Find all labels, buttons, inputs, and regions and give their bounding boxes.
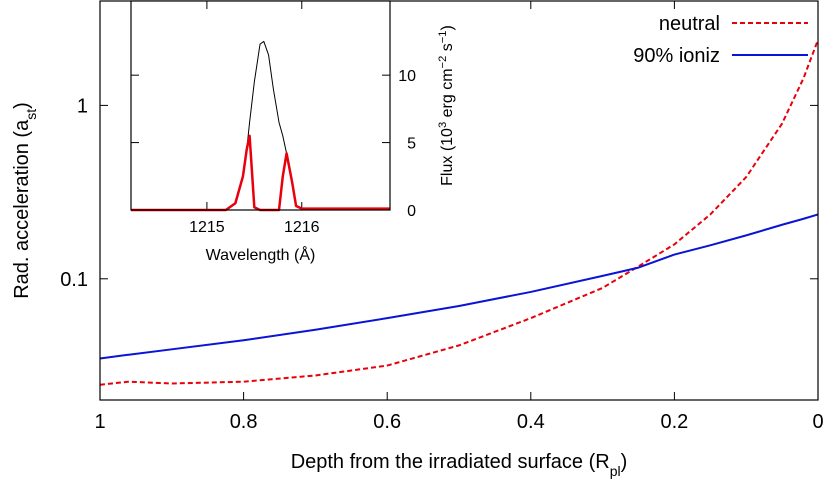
axis-label: Rad. acceleration (ast) bbox=[11, 102, 39, 299]
plot-frame bbox=[99, 0, 819, 401]
label-part: ) bbox=[11, 102, 33, 109]
y-tick-label: 0.1 bbox=[60, 269, 88, 291]
x-tick-label: 0.2 bbox=[660, 411, 688, 433]
data-line bbox=[99, 213, 819, 360]
y-tick-label: 10 bbox=[398, 68, 416, 85]
axis-label: Wavelength (Å) bbox=[206, 245, 316, 264]
axis-label: Depth from the irradiated surface (Rpl) bbox=[291, 451, 628, 479]
label-part: Wavelength (Å) bbox=[206, 245, 316, 264]
label-part: pl bbox=[610, 463, 621, 479]
label-part: ) bbox=[621, 451, 628, 473]
x-tick-label: 0.4 bbox=[517, 411, 545, 433]
plot-frame bbox=[130, 0, 391, 211]
x-tick-label: 0 bbox=[812, 411, 823, 433]
y-tick-label: 0 bbox=[407, 203, 416, 220]
x-tick-label: 1 bbox=[94, 411, 105, 433]
legend-label: neutral bbox=[659, 13, 720, 35]
x-tick-label: 1215 bbox=[189, 219, 225, 236]
data-line bbox=[99, 39, 819, 386]
y-tick-label: 5 bbox=[407, 136, 416, 153]
label-part: Flux (10 bbox=[439, 128, 456, 186]
x-tick-label: 0.8 bbox=[230, 411, 258, 433]
x-tick-label: 0.6 bbox=[373, 411, 401, 433]
y-tick-label: 1 bbox=[77, 95, 88, 117]
label-part: erg cm bbox=[439, 68, 456, 121]
label-part: Depth from the irradiated surface (R bbox=[291, 451, 610, 473]
inset-background bbox=[131, 1, 390, 210]
legend-label: 90% ioniz bbox=[633, 45, 720, 67]
label-part: st bbox=[23, 109, 39, 120]
label-part: −2 bbox=[437, 56, 449, 69]
axis-label: Flux (103 erg cm−2 s−1) bbox=[437, 25, 456, 186]
label-part: s bbox=[439, 43, 456, 55]
x-tick-label: 1216 bbox=[284, 219, 320, 236]
label-part: 3 bbox=[437, 122, 449, 128]
label-part: Rad. acceleration (a bbox=[11, 119, 33, 299]
label-part: ) bbox=[439, 25, 456, 30]
label-part: −1 bbox=[437, 30, 449, 43]
